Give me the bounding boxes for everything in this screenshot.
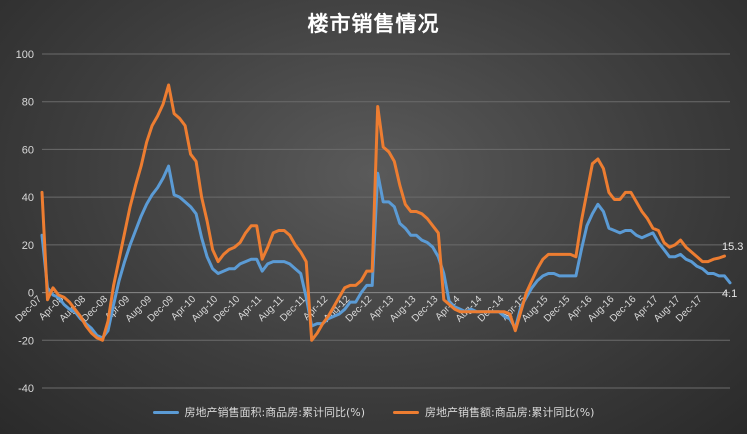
series-line-0 [40,164,732,340]
legend-label-area: 房地产销售面积:商品房:累计同比(%) [184,406,365,419]
x-tick-label: Dec-11 [278,294,308,324]
y-tick-label: -40 [18,383,34,395]
legend-swatch-area [152,410,179,414]
y-tick-label: -20 [18,335,34,347]
legend-item-amount: 房地产销售额:商品房:累计同比(%) [393,404,594,420]
y-tick-label: 0 [28,288,34,300]
y-tick-label: 80 [22,97,34,109]
legend-swatch-amount [393,410,419,414]
series-line-1 [40,83,726,342]
y-tick-label: 60 [22,144,34,156]
y-tick-label: 20 [22,240,34,252]
end-data-label: 4.1 [722,288,737,300]
legend-item-area: 房地产销售面积:商品房:累计同比(%) [152,404,365,420]
end-data-label: 15.3 [722,241,743,253]
y-tick-label: 40 [22,192,34,204]
legend: 房地产销售面积:商品房:累计同比(%) 房地产销售额:商品房:累计同比(%) [0,404,747,420]
chart-title: 楼市销售情况 [307,12,440,36]
legend-label-amount: 房地产销售额:商品房:累计同比(%) [425,406,595,419]
y-tick-label: 100 [16,49,34,61]
